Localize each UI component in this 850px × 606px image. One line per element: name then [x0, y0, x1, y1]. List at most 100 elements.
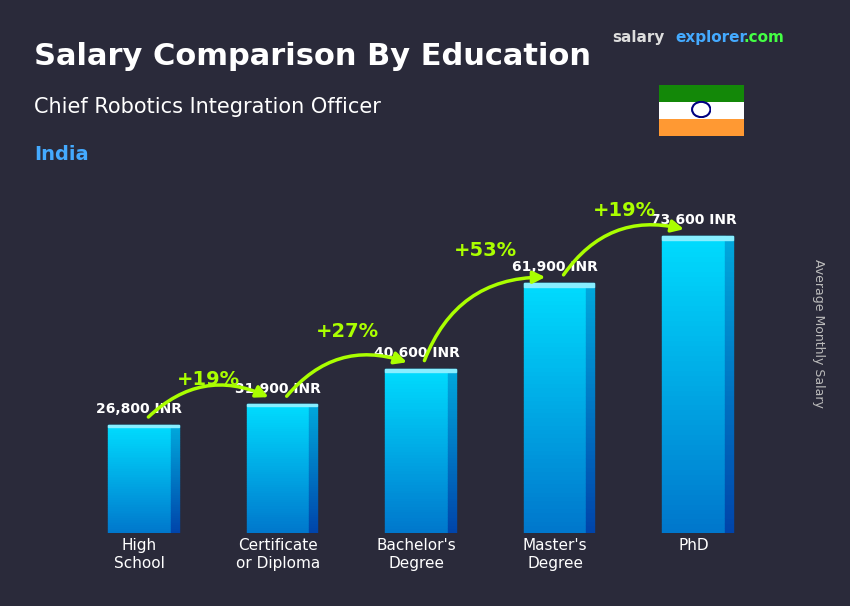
Bar — [662, 508, 725, 513]
Text: 40,600 INR: 40,600 INR — [373, 347, 460, 361]
Bar — [725, 474, 733, 479]
Bar — [385, 396, 448, 399]
Bar — [524, 508, 586, 513]
Bar — [108, 425, 171, 427]
Bar — [309, 454, 317, 456]
Bar — [246, 475, 309, 478]
Bar — [309, 518, 317, 521]
Bar — [309, 439, 317, 441]
Bar — [246, 408, 309, 411]
Bar — [385, 517, 448, 519]
Bar — [108, 479, 171, 481]
Bar — [309, 514, 317, 516]
Bar — [171, 501, 179, 502]
Bar — [246, 518, 309, 521]
Bar — [309, 493, 317, 494]
Bar — [586, 516, 594, 521]
Bar — [246, 426, 309, 428]
Bar — [725, 315, 733, 320]
Bar — [171, 510, 179, 511]
Bar — [171, 458, 179, 459]
Bar — [108, 499, 171, 501]
Bar — [586, 316, 594, 321]
Bar — [309, 411, 317, 413]
Bar — [108, 465, 171, 467]
Bar — [662, 410, 725, 415]
Bar — [524, 454, 586, 458]
Bar — [171, 430, 179, 432]
Bar — [662, 528, 725, 533]
Bar — [586, 350, 594, 354]
Bar — [108, 528, 171, 530]
Bar — [108, 488, 171, 490]
Bar — [385, 490, 448, 492]
Bar — [524, 345, 586, 350]
FancyArrowPatch shape — [149, 385, 265, 417]
Bar — [171, 439, 179, 441]
Bar — [171, 508, 179, 510]
Bar — [725, 345, 733, 350]
Bar — [108, 508, 171, 510]
Bar — [448, 427, 456, 430]
Bar — [586, 362, 594, 367]
Text: 61,900 INR: 61,900 INR — [512, 261, 598, 275]
Bar — [586, 396, 594, 400]
Bar — [524, 379, 586, 383]
Bar — [246, 497, 309, 499]
Bar — [385, 530, 448, 533]
Bar — [524, 283, 586, 287]
Bar — [246, 505, 309, 507]
Bar — [662, 419, 725, 424]
Bar — [246, 413, 309, 415]
Bar — [725, 320, 733, 325]
Bar — [309, 413, 317, 415]
Bar — [246, 404, 309, 407]
Bar — [725, 385, 733, 390]
Text: +27%: +27% — [315, 322, 379, 341]
Bar — [448, 378, 456, 380]
Bar — [385, 383, 448, 385]
Bar — [108, 436, 171, 438]
Bar — [524, 421, 586, 425]
Bar — [448, 394, 456, 396]
Bar — [309, 488, 317, 490]
Bar — [385, 459, 448, 462]
Bar — [448, 503, 456, 506]
Bar — [246, 418, 309, 419]
FancyArrowPatch shape — [564, 221, 680, 275]
Bar — [309, 473, 317, 475]
Bar — [171, 461, 179, 463]
Bar — [524, 471, 586, 475]
Bar — [171, 495, 179, 497]
Bar — [524, 400, 586, 404]
Bar — [309, 505, 317, 507]
Bar — [171, 468, 179, 470]
Bar — [524, 308, 586, 312]
Bar — [171, 522, 179, 524]
FancyArrowPatch shape — [424, 272, 541, 361]
Bar — [385, 378, 448, 380]
Bar — [246, 460, 309, 462]
Bar — [586, 304, 594, 308]
Bar — [108, 441, 171, 443]
Bar — [171, 493, 179, 495]
Bar — [586, 458, 594, 462]
Bar — [309, 478, 317, 479]
Bar — [586, 508, 594, 513]
Bar — [171, 513, 179, 515]
Bar — [385, 424, 448, 427]
Bar — [725, 256, 733, 261]
Bar — [309, 494, 317, 497]
Bar — [246, 510, 309, 512]
Bar — [448, 419, 456, 421]
Bar — [246, 419, 309, 422]
Bar — [448, 388, 456, 391]
Bar — [309, 507, 317, 510]
Bar — [385, 454, 448, 457]
Bar — [524, 342, 586, 345]
Bar — [725, 410, 733, 415]
Bar — [524, 283, 594, 287]
Bar — [385, 470, 448, 473]
Bar — [448, 454, 456, 457]
Bar — [524, 404, 586, 408]
